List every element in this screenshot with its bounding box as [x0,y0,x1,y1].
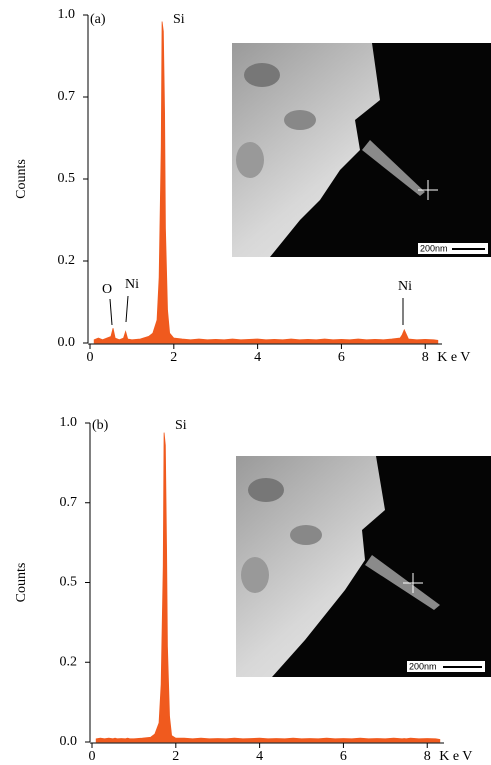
y-tick-label: 1.0 [58,7,76,22]
spectrum [93,21,439,344]
inset-image: 200nm [232,43,491,257]
y-tick-label: 0.0 [60,734,78,749]
leader-line [109,298,113,326]
x-tick-label: 6 [338,350,345,365]
peak-label: Ni [398,279,412,294]
y-tick-label: 0.2 [60,654,78,669]
y-tick-label: 0.7 [58,89,76,104]
x-axis-label: K e V [439,749,472,764]
leader-line [125,295,129,323]
peak-label: O [102,282,112,297]
x-tick-label: 4 [256,749,263,764]
peak-label: Si [173,12,185,27]
scale-label: 200nm [409,661,437,671]
x-axis-label: K e V [437,350,470,365]
peak-label: Si [175,418,187,433]
inset-image: 200nm [236,456,491,677]
panel-label: (b) [92,418,109,433]
x-tick-label: 8 [424,749,431,764]
panel-label: (a) [90,12,106,27]
y-tick-label: 0.7 [60,495,78,510]
peak-label: Ni [125,277,139,292]
y-axis-label: Counts [14,563,29,603]
y-tick-label: 0.5 [60,575,78,590]
y-tick-label: 0.2 [58,253,76,268]
x-tick-label: 0 [87,350,94,365]
y-tick-label: 1.0 [60,415,78,430]
x-tick-label: 4 [254,350,261,365]
y-tick-label: 0.0 [58,335,76,350]
x-tick-label: 6 [340,749,347,764]
scale-label: 200nm [420,243,448,253]
y-axis-label: Counts [14,159,29,199]
y-tick-label: 0.5 [58,171,76,186]
x-tick-label: 2 [172,749,179,764]
spectrum [95,432,441,743]
x-tick-label: 8 [422,350,429,365]
x-tick-label: 2 [170,350,177,365]
x-tick-label: 0 [89,749,96,764]
